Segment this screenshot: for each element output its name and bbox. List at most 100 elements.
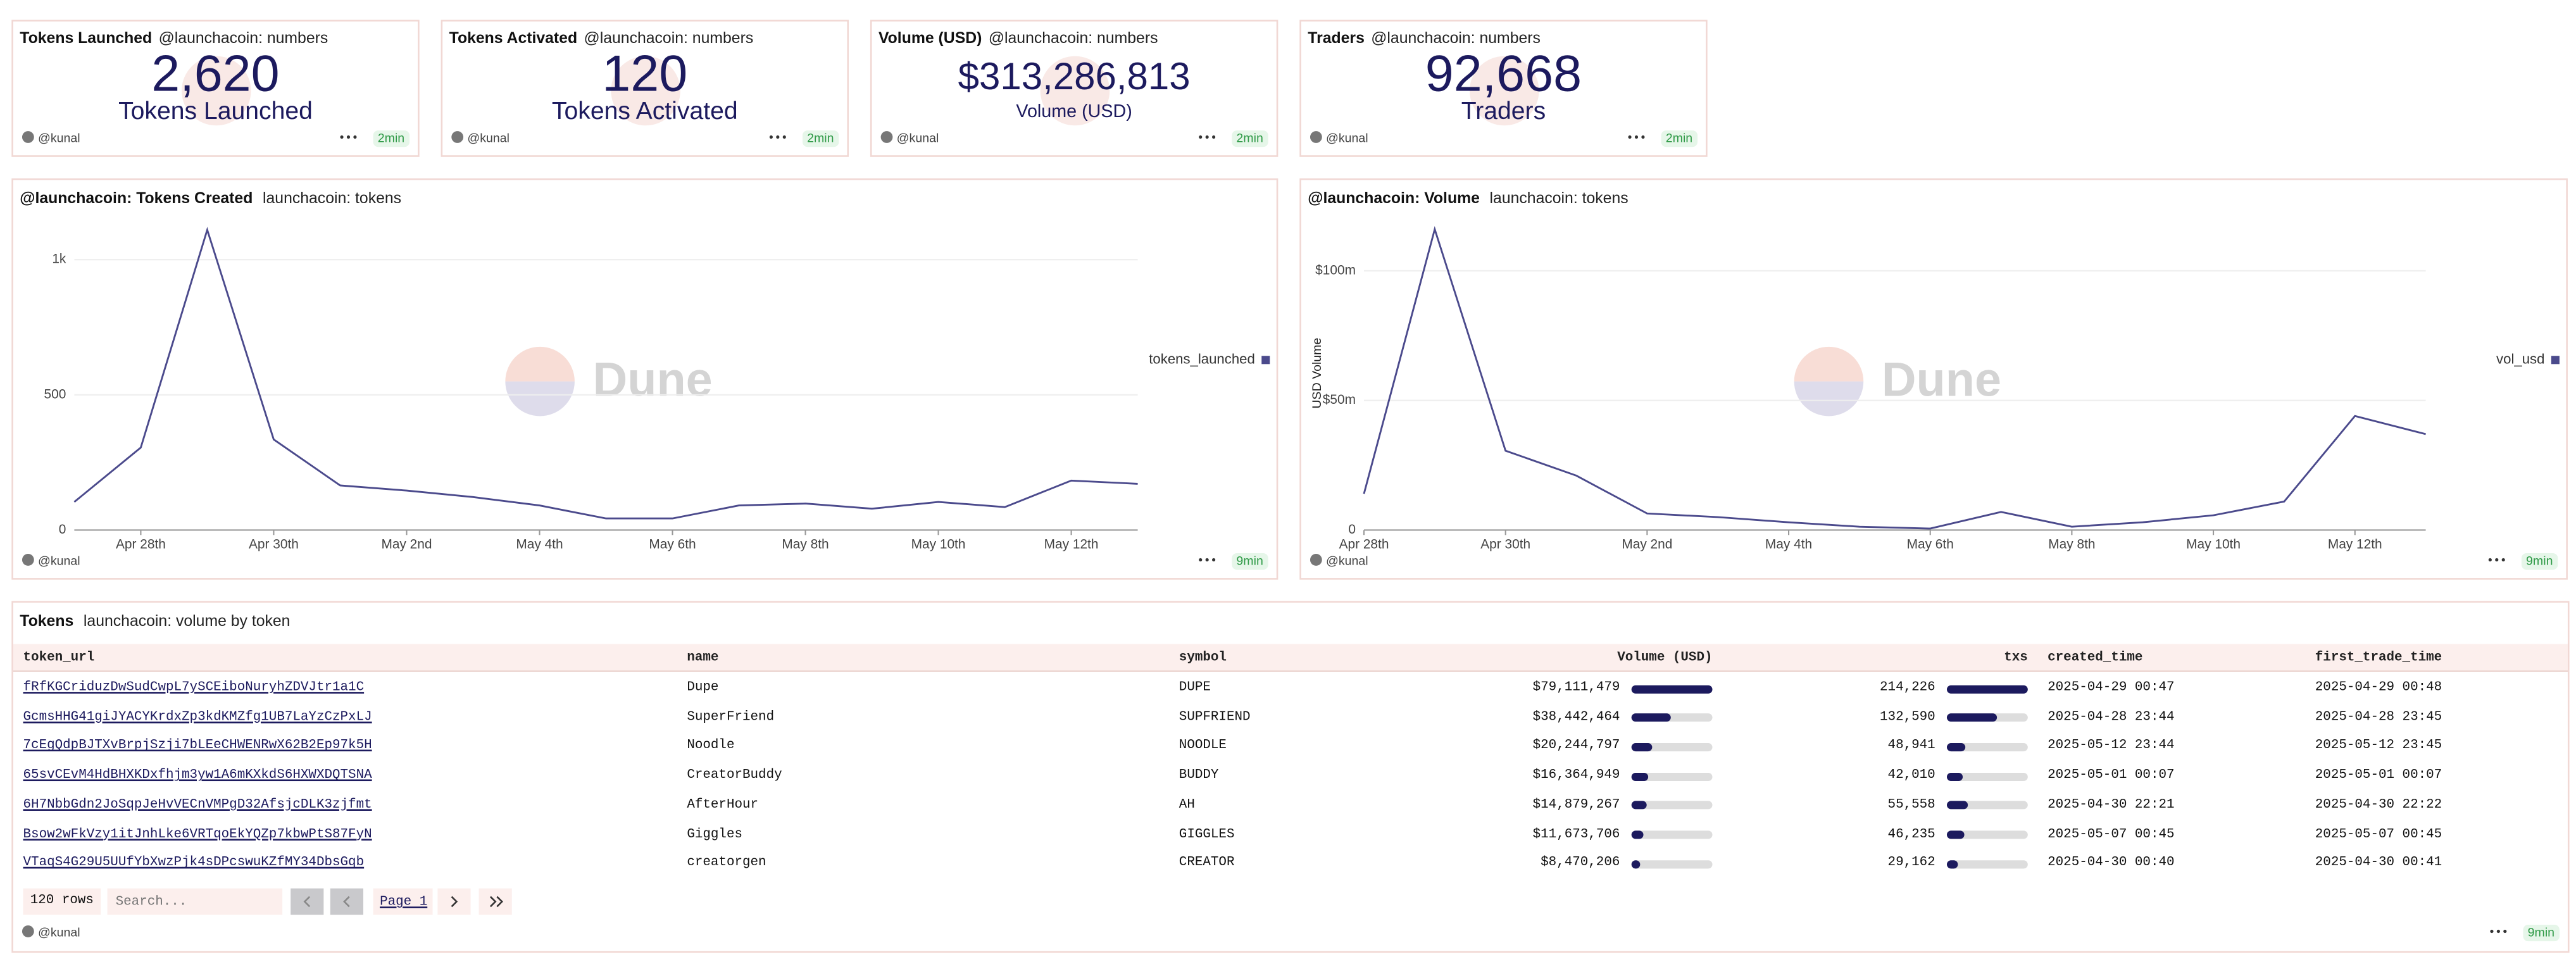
counter-subtitle: @launchacoin: numbers [988,29,1158,48]
cell-created: 2025-04-28 23:44 [2048,710,2175,725]
volume-track [1631,801,1713,810]
chevron [489,896,497,908]
chart-plot: Dune 0 $50m $100m USD Volume Apr 28th Apr 30th… [1310,226,2560,551]
age-badge: 9min [2522,925,2560,942]
txs-bar [1946,801,1968,810]
y-tick-label: 1k [52,252,66,266]
legend-swatch [2551,356,2560,365]
cell-created: 2025-04-30 00:40 [2048,855,2175,871]
x-tick-label: May 6th [1907,537,1954,551]
counter-subtitle: @launchacoin: numbers [584,29,754,48]
volume-bar [1631,772,1649,780]
counter-title: Tokens Launched [20,29,153,48]
token-link[interactable]: 65svCEvM4HdBHXKDxfhjm3yw1A6mKXkdS6HXWXDQ… [23,768,372,783]
menu-dot [782,135,786,139]
cell-name: Dupe [687,680,719,696]
token-link[interactable]: GcmsHHG41giJYACYKrdxZp3kdKMZfg1UB7LaYzCz… [23,710,372,725]
column-header: Volume (USD) [1617,650,1713,666]
txs-bar [1946,713,1998,722]
menu-dot [2503,929,2507,934]
txs-bar [1946,860,1958,868]
x-tick-label: May 4th [516,537,563,551]
counter-label: Traders [1461,97,1546,126]
menu-dot [1211,135,1216,139]
x-tick-label: May 10th [911,537,966,551]
watermark-circle [611,56,680,126]
token-link[interactable]: 7cEgQdpBJTXvBrpjSzji7bLEeCHWENRwX62B2Ep9… [23,739,372,754]
token-link[interactable]: Bsow2wFkVzy1itJnhLke6VRTqoEkYQZp7kbwPtS8… [23,826,372,842]
next-page-button[interactable] [437,888,471,915]
cell-first-trade: 2025-04-30 22:22 [2315,797,2442,813]
avatar-circle [880,131,893,143]
age-badge: 2min [1231,130,1268,147]
cell-created: 2025-05-01 00:07 [2048,768,2175,783]
line-series [73,227,1138,520]
x-tick-label: May 6th [649,537,696,551]
volume-track [1631,742,1713,751]
watermark [1469,56,1539,126]
cell-symbol: BUDDY [1179,768,1219,783]
avatar-circle [22,554,34,566]
x-tick-label: May 8th [2048,537,2095,551]
volume-bar [1631,742,1653,751]
cell-created: 2025-04-29 00:47 [2048,680,2175,696]
watermark [611,56,680,126]
author: @kunal [1326,130,1368,146]
cell-txs: 46,235 [1887,826,1935,842]
cell-symbol: DUPE [1179,680,1211,696]
cell-bars [1631,684,2028,693]
avatar-circle [22,131,34,143]
age-badge: 2min [1660,130,1698,147]
author: @kunal [896,130,939,146]
avatar [22,554,34,566]
cell-first-trade: 2025-05-01 00:07 [2315,768,2442,783]
menu-dot [769,135,773,139]
x-tick-label: May 12th [2328,537,2382,551]
token-link[interactable]: VTaqS4G29U5UUfYbXwzPjk4sDPcswuKZfMY34Dbs… [23,855,365,871]
token-link[interactable]: fRfKGCriduzDwSudCwpL7ySCEiboNuryhZDVJtr1… [23,680,365,696]
volume-bar [1631,713,1671,722]
chart-title: @launchacoin: Volume [1308,190,1480,208]
column-header: symbol [1179,650,1227,666]
cell-symbol: GIGGLES [1179,826,1235,842]
y-tick-label: $100m [1315,263,1356,277]
cell-symbol: AH [1179,797,1195,813]
watermark [1040,56,1110,126]
watermark-bottom [505,381,575,416]
y-tick-label: $50m [1323,392,1356,407]
cell-txs: 55,558 [1887,797,1935,813]
last-page-button[interactable] [478,888,512,915]
x-tick-label: Apr 30th [1480,537,1530,551]
menu-dot [353,135,357,139]
cell-volume: $79,111,479 [1532,680,1620,696]
cell-symbol: CREATOR [1179,855,1235,871]
watermark-top [1794,346,1864,382]
menu-dot [2496,929,2500,934]
column-header: first_trade_time [2315,650,2442,666]
cell-created: 2025-04-30 22:21 [2048,797,2175,813]
token-link[interactable]: 6H7NbbGdn2JoSqpJeHvVECnVMPgD32AfsjcDLK3z… [23,797,372,813]
page-label[interactable]: Page 1 [380,895,428,910]
menu-dot [2501,558,2505,562]
menu-dot [346,135,351,139]
table-title: Tokens [20,612,74,631]
counter-card: Volume (USD) @launchacoin: numbers $313,28… [870,20,1279,157]
cell-name: SuperFriend [687,710,775,725]
menu-icon [1199,558,1216,562]
volume-track [1631,772,1713,780]
next-page-button-icon [451,896,458,908]
menu-icon [769,135,786,139]
search-input[interactable] [107,888,283,915]
cell-bars [1631,830,2028,839]
cell-txs: 214,226 [1880,680,1935,696]
menu-dot [1634,135,1639,139]
cell-created: 2025-05-07 00:45 [2048,826,2175,842]
page-button[interactable]: Page 1 [373,888,433,915]
menu-dot [1205,135,1209,139]
menu-icon [1199,135,1216,139]
menu-icon [340,135,357,139]
x-tick-label: May 8th [782,537,828,551]
avatar [1310,131,1322,143]
cell-first-trade: 2025-04-28 23:45 [2315,710,2442,725]
watermark-bottom [1794,381,1864,416]
